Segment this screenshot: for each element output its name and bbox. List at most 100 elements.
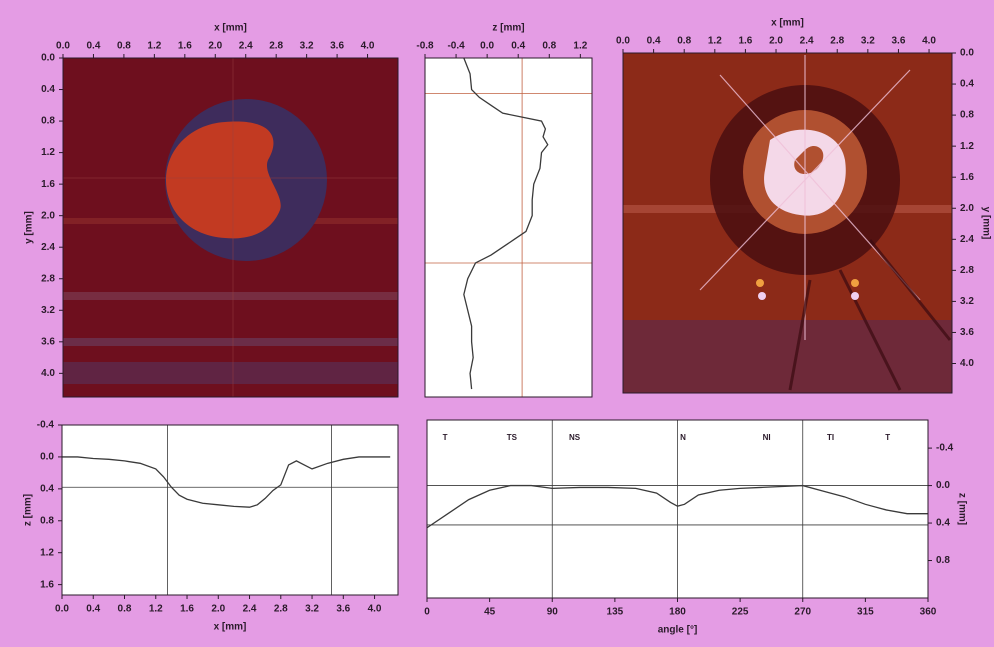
annotation: TI: [827, 433, 834, 442]
x-tick-label: 225: [732, 607, 749, 618]
x-tick-label: 2.8: [830, 36, 844, 47]
x-tick-label: 1.6: [180, 604, 194, 615]
y-axis-label: y [mm]: [980, 207, 991, 240]
x-tick-label: 3.2: [300, 41, 314, 52]
x-tick-label: 2.4: [239, 41, 253, 52]
image-right: [623, 53, 952, 393]
image-left: [63, 58, 398, 397]
x-tick-label: 0.4: [86, 604, 100, 615]
y-tick-label: 0.0: [936, 480, 950, 491]
y-tick-label: 0.4: [960, 79, 974, 90]
x-tick-label: 2.8: [269, 41, 283, 52]
plot-frame: [424, 57, 593, 398]
annotation: TS: [507, 433, 518, 442]
y-tick-label: 0.4: [40, 483, 54, 494]
plot-frame: [622, 52, 953, 394]
y-tick-label: 3.2: [41, 305, 55, 316]
y-tick-label: 2.4: [41, 242, 55, 253]
x-tick-label: 1.2: [149, 604, 163, 615]
x-tick-label: 0.8: [542, 41, 556, 52]
annotation: T: [885, 433, 890, 442]
x-tick-label: 0.4: [87, 41, 101, 52]
y-axis-label: z [mm]: [956, 493, 967, 525]
y-tick-label: 2.0: [41, 210, 55, 221]
y-tick-label: 1.6: [40, 579, 54, 590]
x-tick-label: 0.0: [55, 604, 69, 615]
x-tick-label: 180: [669, 607, 686, 618]
data-line: [62, 456, 391, 508]
y-tick-label: 0.0: [41, 53, 55, 64]
y-tick-label: 1.6: [41, 179, 55, 190]
x-tick-label: 3.6: [891, 36, 905, 47]
data-line: [463, 57, 549, 390]
y-tick-label: 0.0: [40, 452, 54, 463]
x-tick-label: 0.0: [56, 41, 70, 52]
x-axis-label: x [mm]: [771, 18, 804, 29]
plot-area: [425, 58, 592, 397]
x-axis-label: x [mm]: [214, 23, 247, 34]
x-tick-label: 45: [484, 607, 496, 618]
x-tick-label: 0.4: [647, 36, 661, 47]
y-tick-label: 1.6: [960, 172, 974, 183]
y-axis-label: y [mm]: [24, 211, 35, 244]
y-tick-label: 0.4: [936, 518, 950, 529]
x-tick-label: 0.0: [616, 36, 630, 47]
annotation: T: [443, 433, 448, 442]
x-tick-label: 0.4: [511, 41, 525, 52]
x-tick-label: 1.2: [708, 36, 722, 47]
data-line: [426, 484, 928, 529]
y-tick-label: -0.4: [936, 443, 954, 454]
y-tick-label: 3.6: [960, 327, 974, 338]
x-tick-label: 1.6: [178, 41, 192, 52]
x-tick-label: 0.8: [118, 604, 132, 615]
y-tick-label: 2.0: [960, 203, 974, 214]
x-tick-label: 0.8: [677, 36, 691, 47]
y-tick-label: 4.0: [960, 358, 974, 369]
x-tick-label: 4.0: [922, 36, 936, 47]
x-tick-label: 2.8: [274, 604, 288, 615]
x-tick-label: 360: [920, 607, 937, 618]
x-tick-label: 2.4: [243, 604, 257, 615]
y-tick-label: -0.4: [37, 420, 55, 431]
plot-area: [62, 425, 398, 595]
annotation: NS: [569, 433, 581, 442]
y-tick-label: 3.2: [960, 296, 974, 307]
x-tick-label: 4.0: [368, 604, 382, 615]
y-tick-label: 1.2: [41, 147, 55, 158]
y-tick-label: 2.8: [960, 265, 974, 276]
x-tick-label: 315: [857, 607, 874, 618]
y-tick-label: 0.8: [41, 116, 55, 127]
y-tick-label: 0.8: [960, 110, 974, 121]
x-tick-label: 4.0: [361, 41, 375, 52]
x-tick-label: 2.4: [800, 36, 814, 47]
x-tick-label: 1.2: [147, 41, 161, 52]
y-tick-label: 0.8: [936, 555, 950, 566]
x-tick-label: 135: [607, 607, 624, 618]
y-tick-label: 1.2: [40, 547, 54, 558]
x-axis-label: x [mm]: [214, 622, 247, 633]
x-tick-label: 0.8: [117, 41, 131, 52]
y-tick-label: 0.0: [960, 48, 974, 59]
x-tick-label: -0.4: [447, 41, 465, 52]
y-tick-label: 1.2: [960, 141, 974, 152]
x-tick-label: 90: [547, 607, 559, 618]
x-tick-label: 3.6: [330, 41, 344, 52]
y-tick-label: 0.4: [41, 84, 55, 95]
annotation: N: [680, 433, 686, 442]
annotation: NI: [763, 433, 771, 442]
y-tick-label: 4.0: [41, 368, 55, 379]
y-tick-label: 2.8: [41, 273, 55, 284]
x-tick-label: -0.8: [416, 41, 434, 52]
x-tick-label: 2.0: [208, 41, 222, 52]
plot-frame: [426, 419, 929, 599]
x-axis-label: z [mm]: [492, 23, 524, 34]
x-axis-label: angle [°]: [658, 625, 698, 636]
x-tick-label: 3.2: [305, 604, 319, 615]
x-tick-label: 270: [794, 607, 811, 618]
y-tick-label: 0.8: [40, 515, 54, 526]
x-tick-label: 0.0: [480, 41, 494, 52]
x-tick-label: 3.6: [336, 604, 350, 615]
x-tick-label: 2.0: [769, 36, 783, 47]
plot-frame: [61, 424, 399, 596]
